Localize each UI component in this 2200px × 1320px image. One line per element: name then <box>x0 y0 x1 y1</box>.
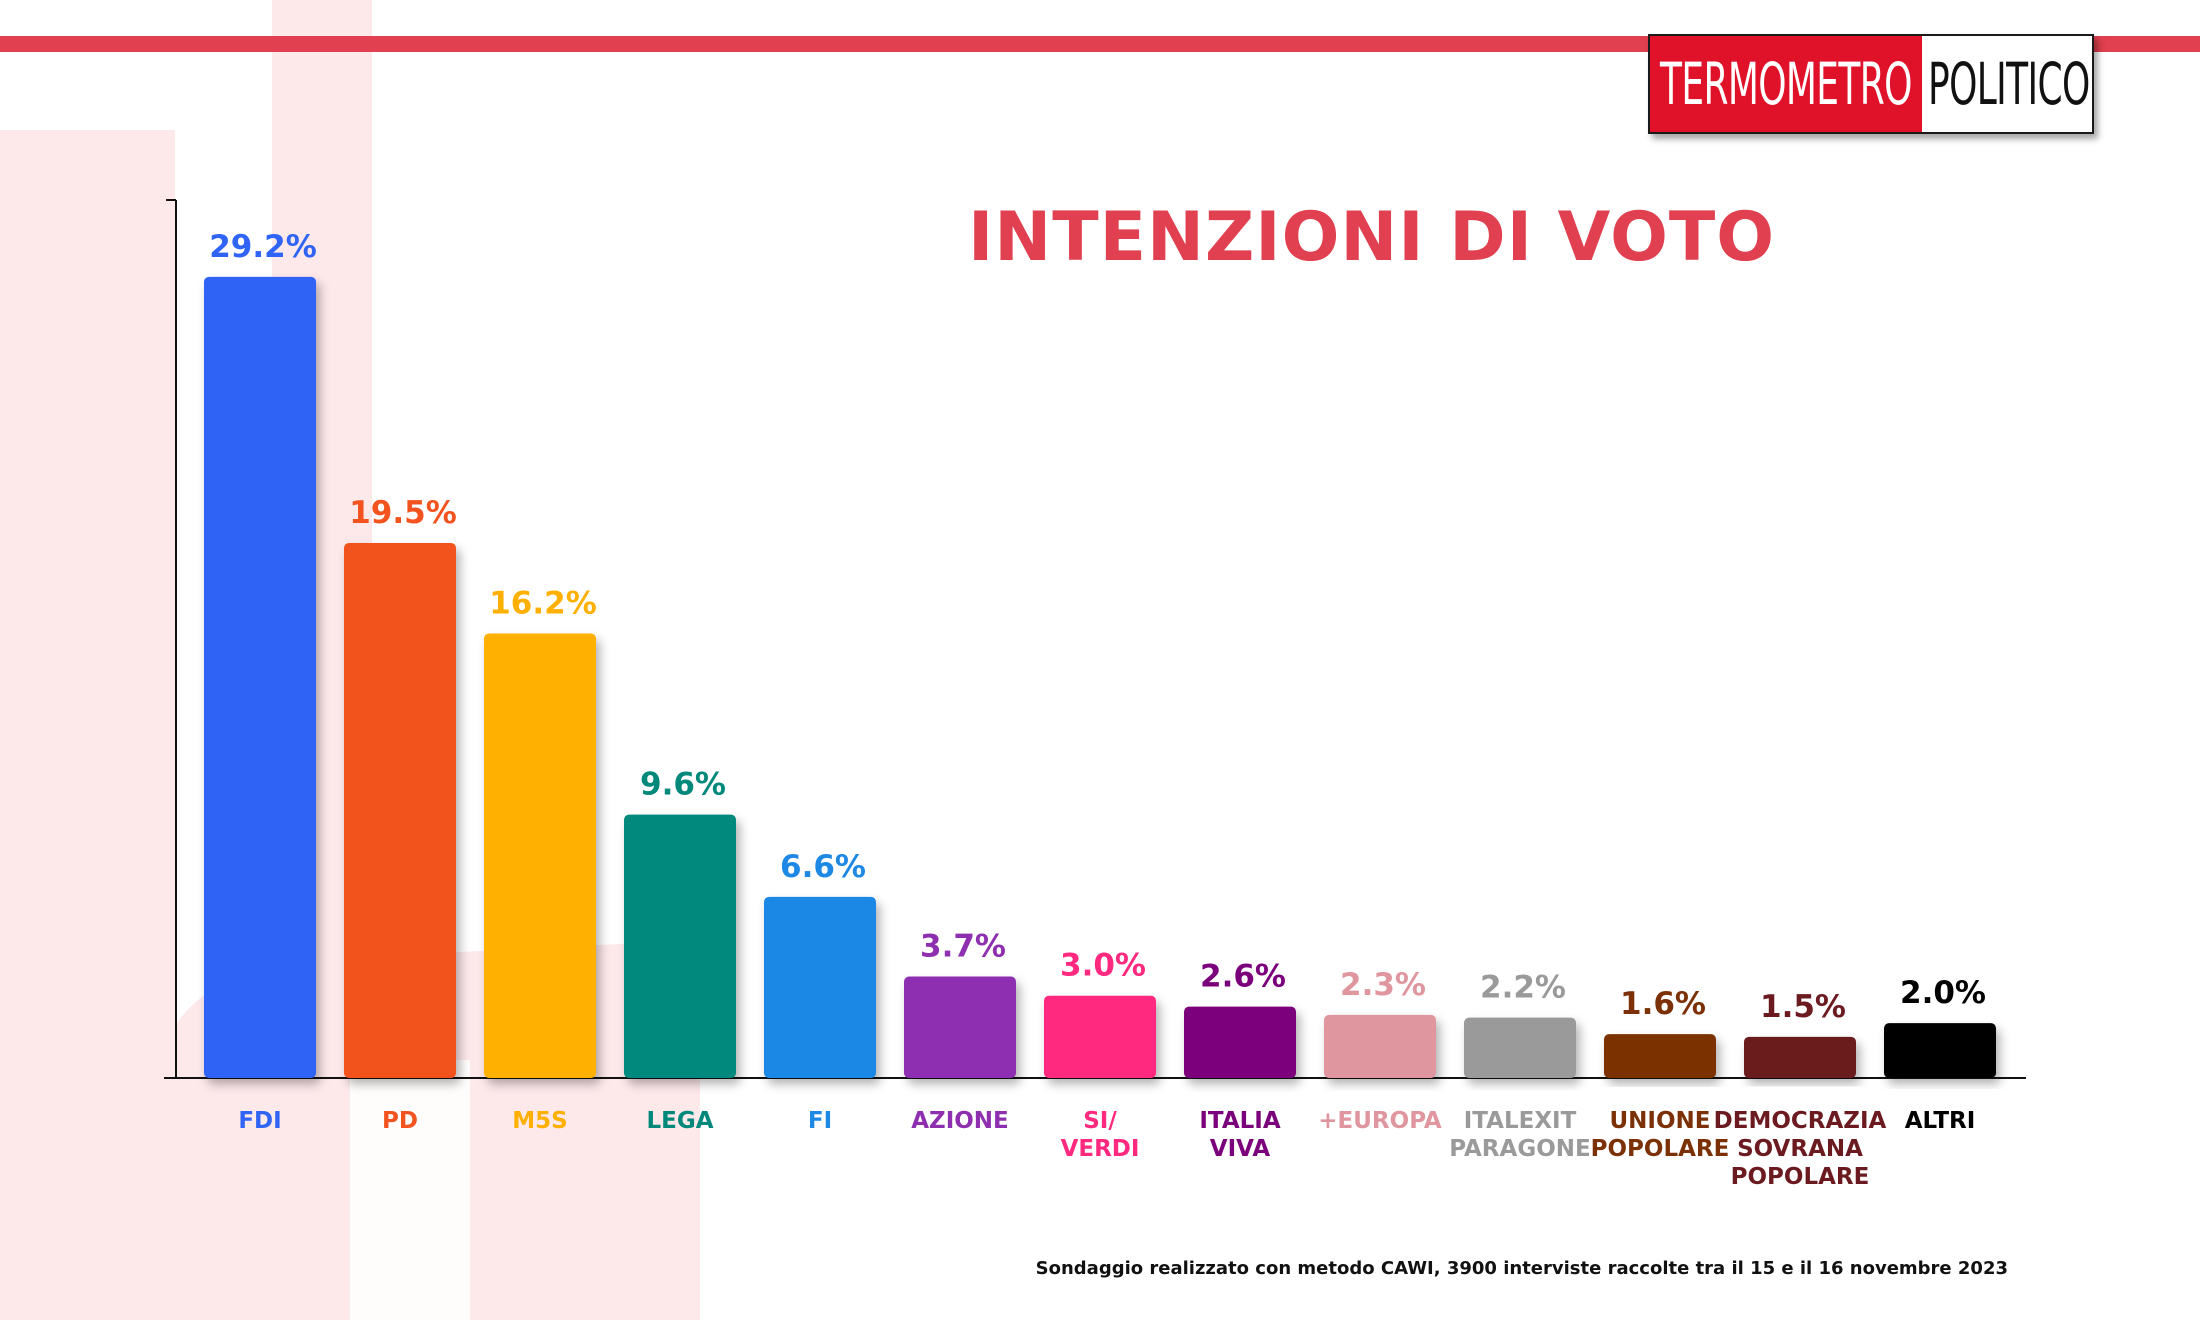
category-label: FI <box>808 1108 832 1134</box>
category-label: SI/VERDI <box>1061 1108 1140 1162</box>
value-label: 2.6% <box>1200 959 1286 995</box>
value-label: 1.6% <box>1620 986 1706 1022</box>
bars-group <box>204 276 1996 1078</box>
value-label: 16.2% <box>489 586 597 622</box>
category-label: ITALEXIT PARAGONE <box>1449 1108 1590 1162</box>
category-label: LEGA <box>646 1108 713 1134</box>
category-label: FDI <box>238 1108 281 1134</box>
bar <box>484 633 596 1078</box>
bar <box>204 276 316 1078</box>
bar <box>1464 1017 1576 1078</box>
bar <box>1884 1023 1996 1078</box>
bar <box>1324 1014 1436 1078</box>
value-label: 19.5% <box>349 495 457 531</box>
value-label: 2.0% <box>1900 975 1986 1011</box>
bar <box>1044 995 1156 1078</box>
value-label: 29.2% <box>209 229 317 265</box>
bar <box>624 814 736 1078</box>
category-label: AZIONE <box>911 1108 1009 1134</box>
value-labels-group: 29.2% 19.5% 16.2% 9.6% 6.6% 3.7% 3.0% 2.6% 2.3% 2… <box>209 229 1986 1025</box>
value-label: 1.5% <box>1760 989 1846 1025</box>
value-label: 2.2% <box>1480 970 1566 1006</box>
brand-logo: TERMOMETRO POLITICO <box>1648 34 2094 134</box>
category-label: DEMOCRAZIA SOVRANA POPOLARE <box>1714 1108 1887 1190</box>
bar <box>764 896 876 1078</box>
bar <box>1184 1006 1296 1078</box>
value-label: 3.7% <box>920 928 1006 964</box>
footnote: Sondaggio realizzato con metodo CAWI, 39… <box>1035 1258 2008 1279</box>
category-label: ALTRI <box>1905 1108 1976 1134</box>
category-label: ITALIA VIVA <box>1199 1108 1280 1162</box>
bar <box>904 976 1016 1078</box>
value-label: 2.3% <box>1340 967 1426 1003</box>
category-labels-group: FDI PD M5S LEGA FI AZIONE SI/VERDI ITALIA VIVA +E… <box>238 1108 1975 1190</box>
category-label: UNIONE POPOLARE <box>1591 1108 1730 1162</box>
bar <box>344 542 456 1078</box>
chart-title: INTENZIONI DI VOTO <box>968 198 1776 277</box>
value-label: 3.0% <box>1060 948 1146 984</box>
category-label: M5S <box>512 1108 567 1134</box>
bar <box>1744 1036 1856 1078</box>
bar <box>1604 1034 1716 1078</box>
value-label: 9.6% <box>640 767 726 803</box>
category-label: PD <box>382 1108 418 1134</box>
category-label: +EUROPA <box>1318 1108 1442 1134</box>
value-label: 6.6% <box>780 849 866 885</box>
